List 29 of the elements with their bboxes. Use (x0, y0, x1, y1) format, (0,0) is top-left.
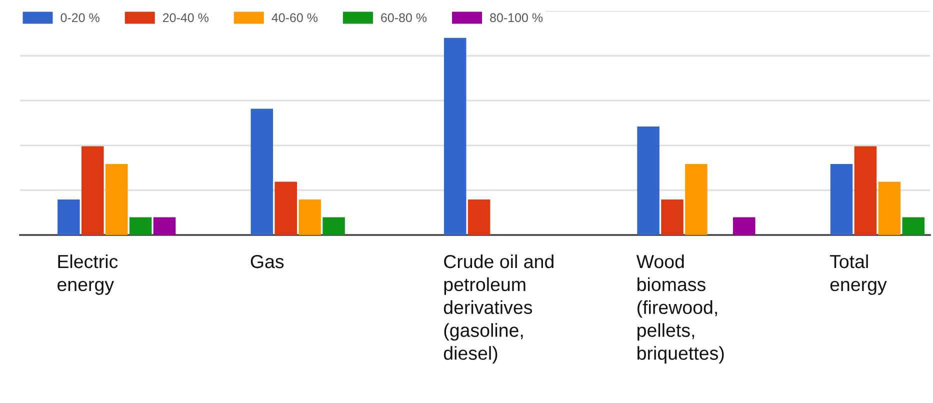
bar (661, 200, 684, 235)
legend-label: 40-60 % (272, 13, 318, 22)
bar (58, 200, 80, 235)
bar (322, 217, 345, 235)
bar (153, 217, 176, 235)
x-tick-label: Gas (250, 254, 284, 268)
legend-label: 20-40 % (162, 13, 208, 22)
x-tick-label: Total energy (830, 254, 887, 295)
bar (250, 108, 274, 235)
bar (298, 200, 321, 235)
bar (878, 182, 901, 235)
x-tick-label: Electric energy (58, 254, 118, 295)
bar (468, 200, 490, 235)
bar (444, 38, 466, 235)
bar (274, 182, 297, 235)
legend-label: 0-20 % (60, 13, 100, 22)
bar (82, 146, 104, 235)
legend-label: 80-100 % (490, 13, 543, 22)
x-tick-label: Wood biomass (firewood, pellets, briquettes) (636, 254, 724, 364)
bar (105, 164, 128, 235)
bar (732, 217, 756, 235)
legend-label: 60-80 % (381, 13, 427, 22)
bar (902, 217, 925, 235)
bar (830, 164, 853, 235)
bar (129, 217, 152, 235)
bar (685, 164, 708, 235)
x-tick-label: Crude oil and petroleum derivatives (gasoline, diesel) (444, 254, 554, 364)
bar (637, 126, 660, 235)
bar (854, 146, 877, 235)
